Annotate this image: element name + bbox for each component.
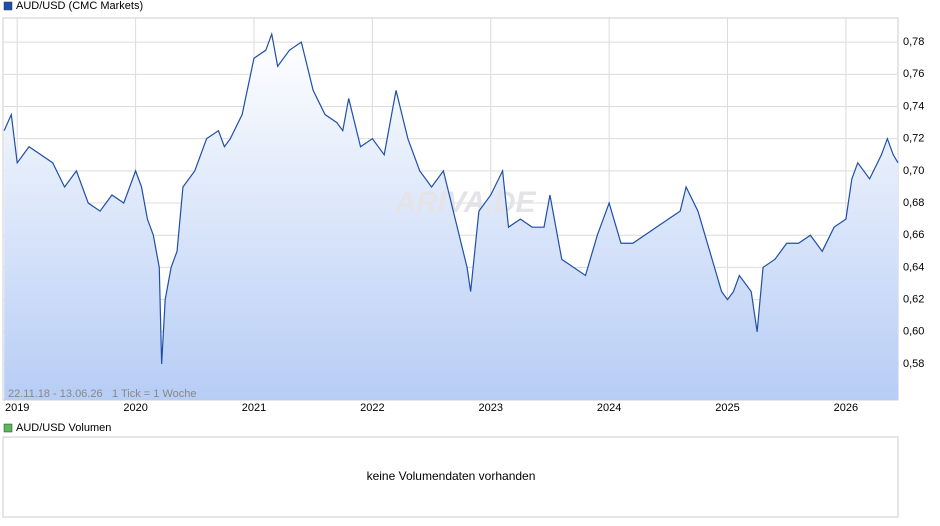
watermark: ARIVA.DE [393,186,536,219]
area [4,34,899,401]
y-tick-label: 0,78 [903,36,924,48]
legend-swatch [3,1,13,11]
range-label: 22.11.18 - 13.06.26 [8,388,103,400]
legend-swatch [3,423,13,433]
y-tick-label: 0,58 [903,358,924,370]
y-tick-label: 0,66 [903,229,924,241]
y-tick-label: 0,76 [903,68,924,80]
legend-label: AUD/USD (CMC Markets) [16,0,143,12]
empty-message: keine Volumendaten vorhanden [367,469,536,483]
price-line [3,31,899,364]
volume-area [2,436,899,518]
x-tick-label: 2021 [242,402,266,414]
x-tick-label: 2025 [715,402,739,414]
y-tick-label: 0,72 [903,133,924,145]
x-tick-label: 2019 [5,402,29,414]
x-tick-label: 2020 [123,402,147,414]
tick-info: 1 Tick = 1 Woche [112,388,196,400]
y-tick-label: 0,74 [903,100,924,112]
x-tick-label: 2023 [479,402,503,414]
y-tick-label: 0,60 [903,326,924,338]
x-tick-label: 2022 [360,402,384,414]
y-tick-label: 0,64 [903,261,924,273]
y-tick-label: 0,62 [903,293,924,305]
y-tick-label: 0,70 [903,165,924,177]
x-tick-label: 2024 [597,402,621,414]
legend-label: AUD/USD Volumen [16,422,111,434]
y-tick-label: 0,68 [903,197,924,209]
x-tick-label: 2026 [834,402,858,414]
